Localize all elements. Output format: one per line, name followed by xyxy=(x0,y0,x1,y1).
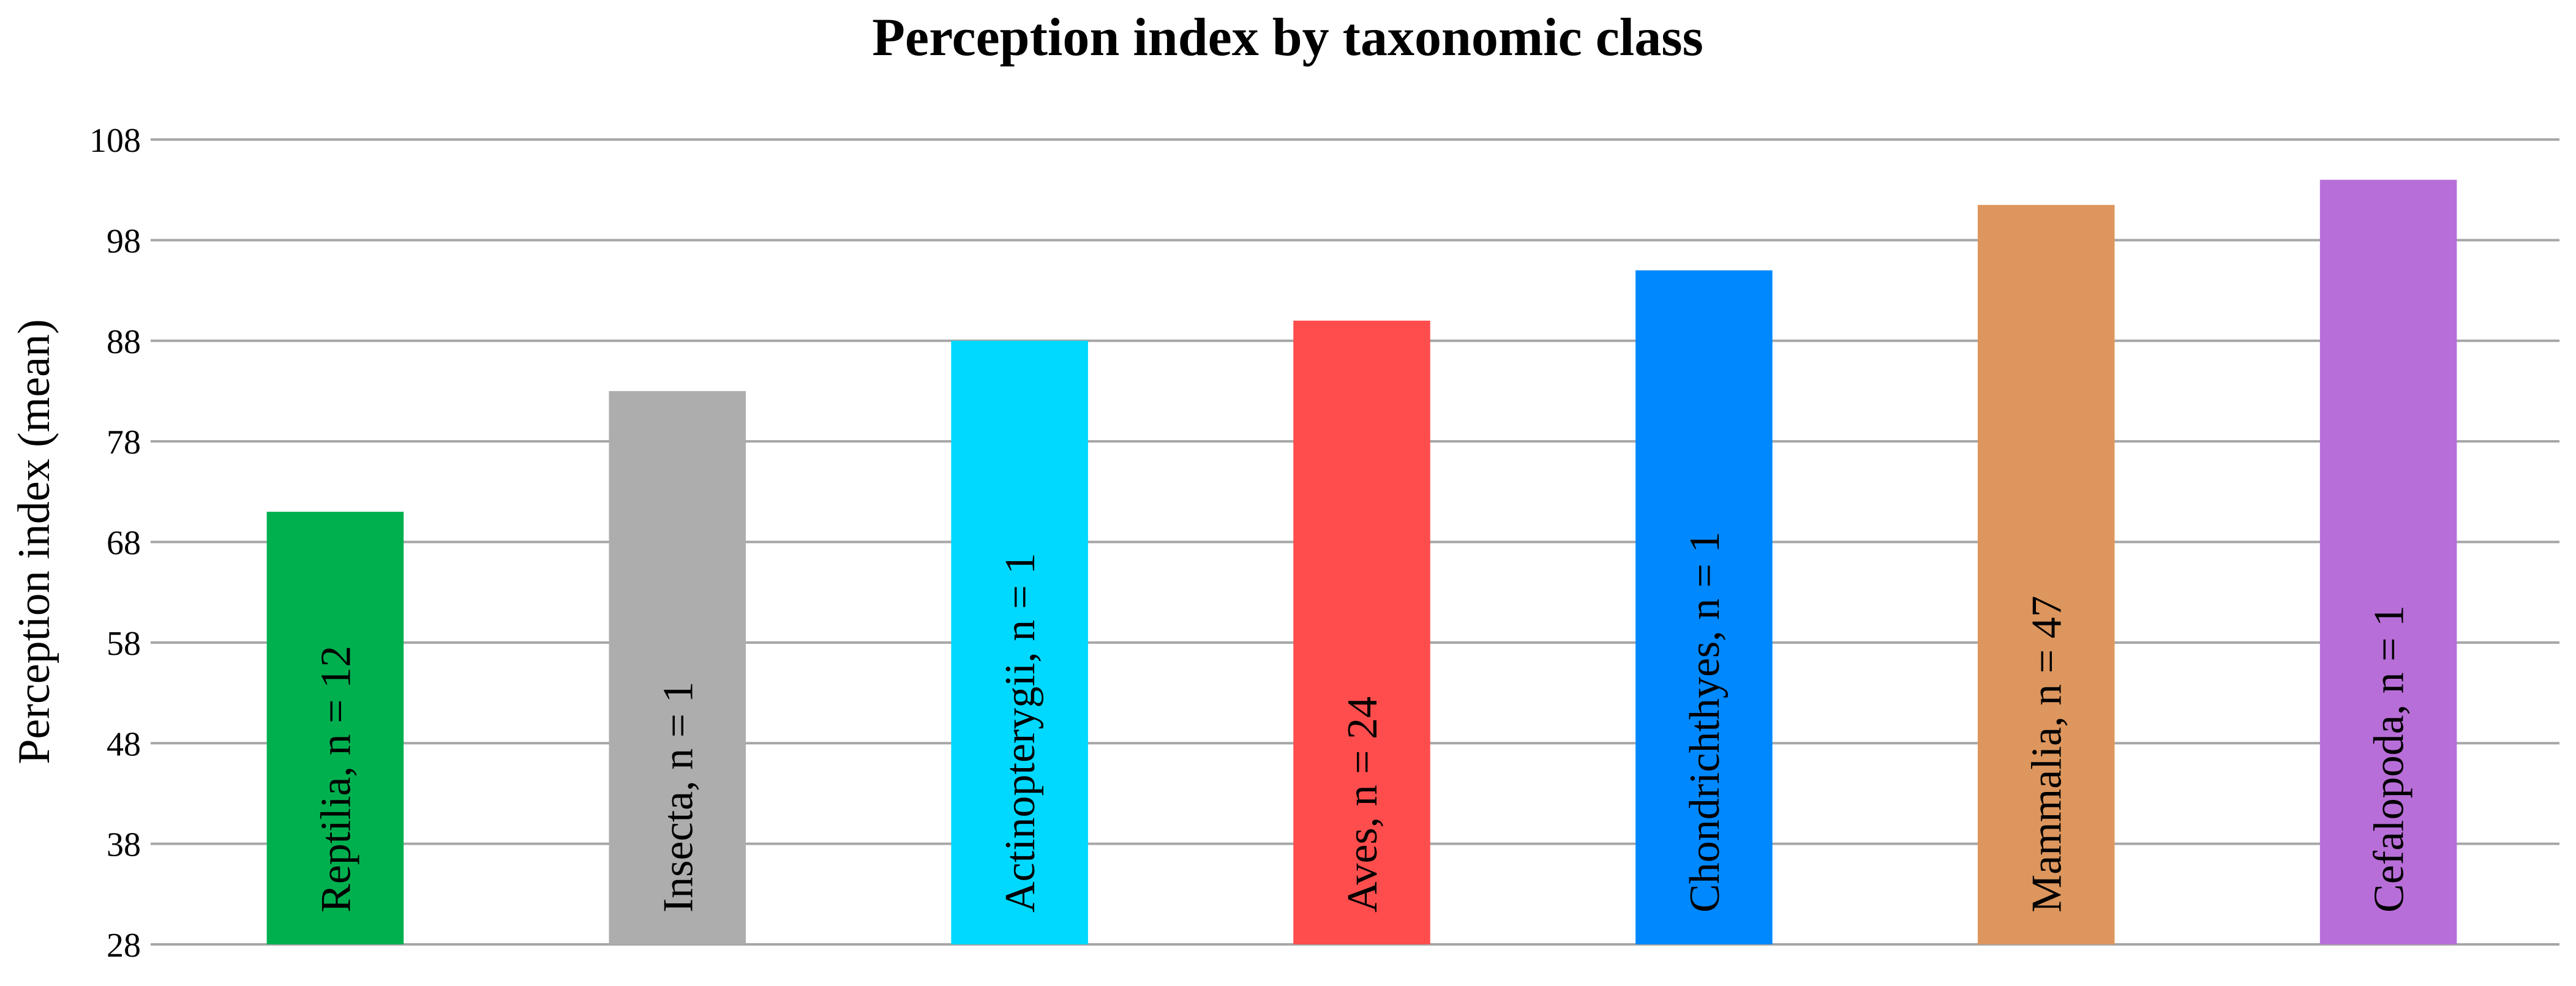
bar-category-label: Mammalia, n = 47 xyxy=(2024,596,2071,913)
y-tick-label: 98 xyxy=(107,222,141,260)
y-tick-label: 88 xyxy=(107,323,141,361)
bar-category-label: Aves, n = 24 xyxy=(1339,697,1386,913)
bar xyxy=(951,340,1088,944)
bar xyxy=(1635,270,1773,944)
y-tick-label: 108 xyxy=(89,122,141,160)
y-tick-label: 58 xyxy=(107,625,141,663)
chart-title: Perception index by taxonomic class xyxy=(872,8,1703,67)
y-tick-label: 68 xyxy=(107,525,141,562)
bar-category-label: Cefalopoda, n = 1 xyxy=(2366,605,2413,913)
bar xyxy=(609,390,746,944)
bars xyxy=(266,179,2457,944)
y-axis-label: Perception index (mean) xyxy=(9,319,59,764)
y-axis-ticks: 28 38 48 58 68 78 88 98 108 xyxy=(89,122,141,965)
bar xyxy=(1977,204,2115,944)
bar-category-label: Insecta, n = 1 xyxy=(655,681,702,913)
bar xyxy=(266,512,404,944)
bar-category-label: Reptilia, n = 12 xyxy=(312,646,359,913)
bar-category-label: Actinopterygii, n = 1 xyxy=(997,553,1044,913)
bar xyxy=(2319,179,2457,944)
bar-category-label: Chondrichthyes, n = 1 xyxy=(1681,531,1729,913)
bar xyxy=(1293,320,1430,944)
y-tick-label: 38 xyxy=(107,826,141,864)
y-tick-label: 48 xyxy=(107,725,141,763)
y-tick-label: 28 xyxy=(107,927,141,965)
y-tick-label: 78 xyxy=(107,424,141,461)
bar-labels: Reptilia, n = 12 Insecta, n = 1 Actinopter… xyxy=(312,531,2413,913)
